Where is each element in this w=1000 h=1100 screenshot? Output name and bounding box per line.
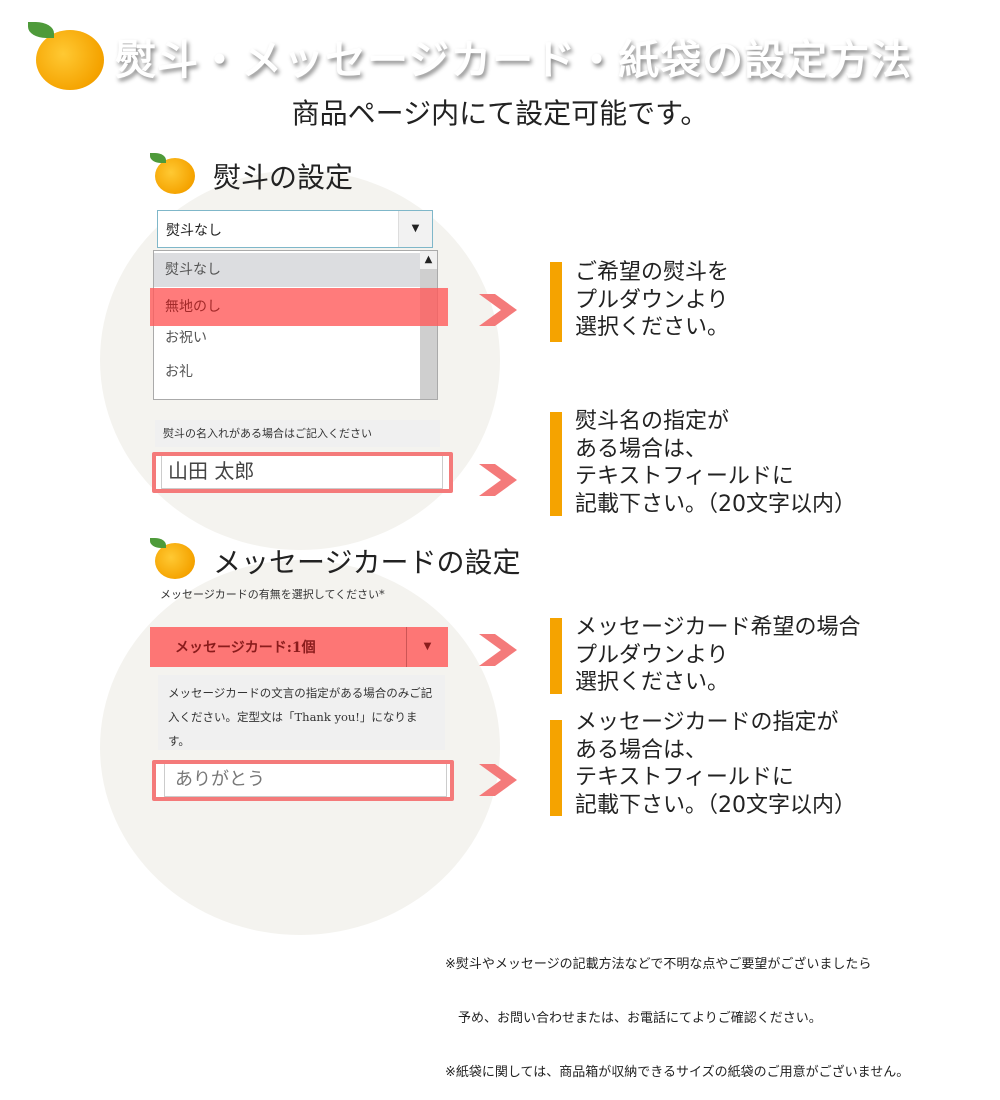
select-value: 熨斗なし [166,223,222,239]
desc-line: メッセージカード希望の場合 [575,615,861,640]
card-text-input-highlight: ありがとう [152,760,454,801]
desc-line: 選択ください。 [575,670,730,695]
orange-icon [155,158,195,194]
option[interactable]: お礼 [165,364,193,380]
required-mark: * [379,588,385,601]
accent-bar [550,412,562,516]
accent-bar [550,618,562,694]
desc-line: ご希望の熨斗を [575,260,730,285]
option[interactable]: 熨斗なし [154,253,420,287]
accent-bar [550,720,562,816]
noshi-name-label: 熨斗の名入れがある場合はご記入ください [155,420,440,447]
noshi-select-desc: ご希望の熨斗を プルダウンより 選択ください。 [575,259,729,342]
section-heading-card: メッセージカードの設定 [213,546,521,579]
arrow-right-icon [479,764,517,796]
card-text-label: メッセージカードの文言の指定がある場合のみご記入ください。定型文は「Thank … [158,675,445,750]
card-select-desc: メッセージカード希望の場合 プルダウンより 選択ください。 [575,614,861,697]
accent-bar [550,262,562,342]
leaf-icon [28,22,54,38]
footnote: ※熨斗やメッセージの記載方法などで不明な点やご要望がございましたら [445,957,872,972]
option[interactable]: お祝い [165,330,207,346]
footnote: ※紙袋に関しては、商品箱が収納できるサイズの紙袋のご用意がございません。 [445,1065,910,1080]
desc-line: 熨斗名の指定が [575,409,730,434]
noshi-name-input[interactable]: 山田 太郎 [161,456,443,489]
footnotes: ※熨斗やメッセージの記載方法などで不明な点やご要望がございましたら 予め、お問い… [445,920,909,1100]
label-text: メッセージカードの有無を選択してください [160,588,380,601]
dropdown-button[interactable]: ▼ [398,211,432,247]
desc-line: ある場合は、 [575,737,708,763]
dropdown-button[interactable]: ▼ [406,627,448,667]
highlight-option [150,288,448,326]
card-text-desc: メッセージカードの指定が ある場合は、 テキストフィールドに 記載下さい。（20… [575,709,856,819]
orange-icon [36,30,104,90]
desc-line: テキストフィールドに [575,765,794,790]
desc-line: ある場合は、 [575,436,708,462]
desc-line: メッセージカードの指定が [575,710,839,735]
noshi-name-input-highlight: 山田 太郎 [152,452,453,493]
footnote: 予め、お問い合わせまたは、お電話にてよりご確認ください。 [445,1011,822,1026]
noshi-select[interactable]: 熨斗なし ▼ [157,210,433,248]
card-select[interactable]: メッセージカード:1個 ▼ [150,627,448,667]
leaf-icon [150,538,166,548]
desc-line: 記載下さい。（20文字以内） [575,491,856,517]
page-subtitle: 商品ページ内にて設定可能です。 [291,97,709,130]
section-heading-noshi: 熨斗の設定 [213,161,354,194]
desc-line: プルダウンより [575,642,729,668]
option-highlighted[interactable]: 無地のし [165,299,221,315]
card-select-label: メッセージカードの有無を選択してください* [160,586,385,602]
scroll-up-icon[interactable]: ▲ [420,251,437,269]
desc-line: 選択ください。 [575,315,730,340]
arrow-right-icon [479,294,517,326]
desc-line: 記載下さい。（20文字以内） [575,792,856,818]
leaf-icon [150,153,166,163]
noshi-name-desc: 熨斗名の指定が ある場合は、 テキストフィールドに 記載下さい。（20文字以内） [575,408,856,518]
desc-line: プルダウンより [575,287,729,313]
page-title: 熨斗・メッセージカード・紙袋の設定方法 [115,36,913,84]
arrow-right-icon [479,634,517,666]
arrow-right-icon [479,464,517,496]
desc-line: テキストフィールドに [575,464,794,489]
card-text-input[interactable]: ありがとう [164,764,447,797]
orange-icon [155,543,195,579]
select-value: メッセージカード:1個 [175,640,316,656]
